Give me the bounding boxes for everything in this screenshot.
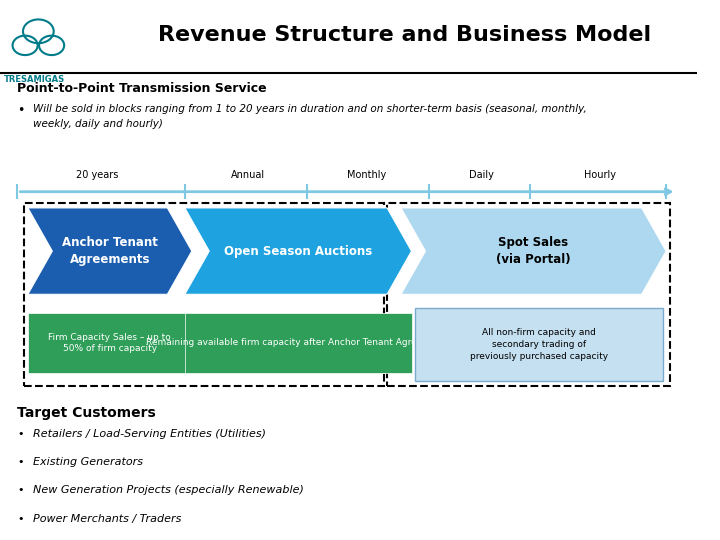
Text: •: •	[17, 104, 24, 117]
Text: Monthly: Monthly	[346, 170, 386, 180]
Text: Revenue Structure and Business Model: Revenue Structure and Business Model	[158, 25, 651, 45]
Text: Anchor Tenant
Agreements: Anchor Tenant Agreements	[62, 236, 158, 266]
Text: weekly, daily and hourly): weekly, daily and hourly)	[33, 119, 163, 130]
Text: Firm Capacity Sales – up to
50% of firm capacity: Firm Capacity Sales – up to 50% of firm …	[48, 333, 171, 353]
Text: 20 years: 20 years	[76, 170, 119, 180]
FancyBboxPatch shape	[28, 313, 192, 373]
Polygon shape	[401, 208, 666, 294]
Text: Point-to-Point Transmission Service: Point-to-Point Transmission Service	[17, 82, 267, 95]
Text: Retailers / Load-Serving Entities (Utilities): Retailers / Load-Serving Entities (Utili…	[33, 429, 266, 440]
Text: •: •	[17, 485, 24, 496]
Text: New Generation Projects (especially Renewable): New Generation Projects (especially Rene…	[33, 485, 305, 496]
Text: Open Season Auctions: Open Season Auctions	[224, 245, 372, 258]
Text: Power Merchants / Traders: Power Merchants / Traders	[33, 514, 182, 524]
FancyBboxPatch shape	[415, 308, 662, 381]
Text: Target Customers: Target Customers	[17, 406, 156, 420]
FancyBboxPatch shape	[185, 313, 412, 373]
Text: •: •	[17, 514, 24, 524]
Polygon shape	[185, 208, 412, 294]
Polygon shape	[28, 208, 192, 294]
Text: •: •	[17, 457, 24, 468]
Text: Hourly: Hourly	[584, 170, 616, 180]
Text: Will be sold in blocks ranging from 1 to 20 years in duration and on shorter-ter: Will be sold in blocks ranging from 1 to…	[33, 104, 588, 114]
Text: Remaining available firm capacity after Anchor Tenant Agreements: Remaining available firm capacity after …	[145, 339, 451, 347]
Text: Existing Generators: Existing Generators	[33, 457, 143, 468]
Text: •: •	[17, 429, 24, 440]
Text: Daily: Daily	[469, 170, 494, 180]
Text: TRESAMIGAS: TRESAMIGAS	[4, 75, 65, 84]
Text: Spot Sales
(via Portal): Spot Sales (via Portal)	[496, 236, 571, 266]
Text: Annual: Annual	[230, 170, 265, 180]
Text: All non-firm capacity and
secondary trading of
previously purchased capacity: All non-firm capacity and secondary trad…	[469, 328, 608, 361]
